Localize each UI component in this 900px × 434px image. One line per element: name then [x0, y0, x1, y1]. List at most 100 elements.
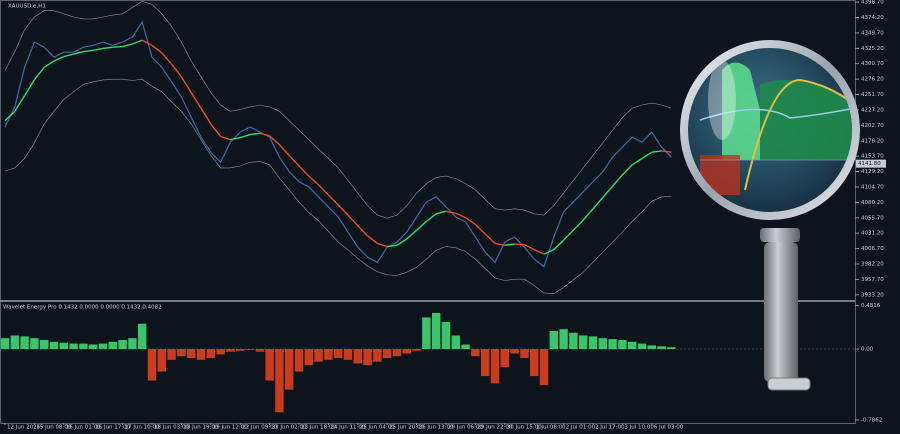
y-tick-label: 4300.70	[861, 61, 884, 67]
y-tick-label: 4006.70	[861, 246, 884, 252]
bar	[598, 338, 607, 350]
moving-average-segment	[494, 242, 505, 246]
bar	[579, 335, 588, 350]
bar	[265, 349, 274, 381]
magnifier	[680, 40, 860, 391]
x-tick-label: 29 Jun 22:00	[477, 425, 512, 431]
bar	[108, 341, 117, 350]
moving-average-segment	[200, 107, 212, 125]
bar	[667, 347, 676, 350]
x-tick-label: 18 Jun 19:00	[183, 425, 218, 431]
moving-average-segment	[543, 249, 555, 255]
bar	[314, 349, 323, 362]
current-price-label: 4141.80	[858, 161, 881, 167]
bar	[432, 312, 441, 350]
x-tick-label: 2 Jul 01:00	[566, 425, 596, 431]
y-tick-label: 4227.20	[861, 107, 884, 113]
moving-average-segment	[572, 219, 584, 231]
y-tick-label: 3957.70	[861, 277, 884, 283]
moving-average-segment	[230, 137, 241, 141]
moving-average-segment	[377, 242, 388, 248]
bar	[559, 329, 568, 350]
data-layer: 4398.70 4374.20 4349.70 4325.20 4300.70 4276.…	[0, 0, 886, 431]
bar	[40, 339, 49, 350]
y-tick-label: 3933.20	[861, 292, 884, 298]
moving-average-segment	[396, 238, 408, 246]
bar	[343, 349, 353, 360]
moving-average-segment	[171, 63, 182, 78]
moving-average-segment	[474, 224, 486, 235]
indicator-title: Wavelet Energy Pro 0.1432 0.0000 0.0000 …	[3, 305, 162, 311]
moving-average-segment	[93, 47, 104, 52]
moving-average-segment	[436, 210, 447, 215]
moving-average-segment	[63, 53, 74, 58]
bar	[412, 349, 421, 351]
moving-average-segment	[151, 44, 163, 54]
moving-average-segment	[112, 45, 123, 48]
y-tick-label: 4349.70	[861, 30, 884, 36]
moving-average-segment	[514, 243, 525, 246]
bar	[187, 349, 196, 359]
bar	[275, 349, 284, 413]
moving-average-segment	[563, 229, 574, 241]
y-tick-label: 4153.70	[861, 154, 884, 160]
moving-average-segment	[465, 217, 476, 226]
bar	[637, 343, 647, 350]
bar	[618, 339, 627, 350]
y-tick-label: 4251.70	[861, 92, 884, 98]
bar	[383, 349, 392, 359]
bar	[510, 349, 519, 354]
bar	[441, 321, 451, 350]
bar	[588, 336, 598, 350]
bar	[49, 341, 59, 350]
moving-average-segment	[416, 220, 427, 231]
y-tick-label: 0.00	[861, 347, 874, 353]
y-tick-label: 4276.20	[861, 77, 884, 83]
x-tick-label: 24 Jun 11:00	[330, 425, 365, 431]
bar	[461, 344, 470, 350]
y-tick-label: 4178.20	[861, 138, 884, 144]
y-tick-label: 3982.20	[861, 262, 884, 268]
moving-average-segment	[651, 150, 662, 153]
bar	[226, 349, 235, 352]
x-tick-label: 16 Jun 01:00	[66, 425, 101, 431]
moving-average-segment	[504, 243, 515, 246]
y-tick-label: 4202.70	[861, 123, 884, 129]
moving-average-segment	[190, 92, 202, 109]
x-tick-label: 29 Jun 06:00	[448, 425, 483, 431]
bar	[236, 349, 245, 351]
bar	[363, 349, 372, 366]
moving-average-segment	[132, 39, 143, 45]
bar	[98, 343, 108, 350]
moving-average-segment	[631, 157, 643, 166]
price-line	[4, 20, 672, 268]
x-tick-label: 2 Jul 17:00	[595, 425, 625, 431]
bar	[79, 343, 88, 350]
y-tick-label: 4398.70	[861, 0, 884, 6]
moving-average-segment	[612, 174, 623, 187]
moving-average-segment	[141, 39, 153, 46]
moving-average-segment	[347, 214, 359, 227]
moving-average-segment	[259, 132, 270, 137]
moving-average-segment	[337, 204, 349, 216]
y-tick-label: 4374.20	[861, 15, 884, 21]
y-tick-label: 4055.70	[861, 215, 884, 221]
bar	[520, 349, 529, 359]
moving-average-segment	[425, 213, 437, 222]
bar	[0, 338, 10, 350]
band-line	[4, 0, 672, 219]
moving-average-segment	[269, 135, 280, 146]
x-tick-label: 23 Jun 02:00	[272, 425, 307, 431]
bar	[490, 349, 500, 384]
x-tick-label: 22 Jun 09:00	[242, 425, 277, 431]
bar	[402, 349, 411, 354]
y-tick-label: 0.4816	[861, 303, 881, 309]
bar	[89, 344, 98, 350]
y-tick-label: -0.7862	[861, 417, 882, 423]
bar	[69, 343, 78, 350]
bar	[481, 349, 490, 377]
x-tick-label: 17 Jun 10:00	[125, 425, 160, 431]
x-tick-label: 3 Jul 10:00	[624, 425, 654, 431]
bar	[539, 349, 549, 386]
